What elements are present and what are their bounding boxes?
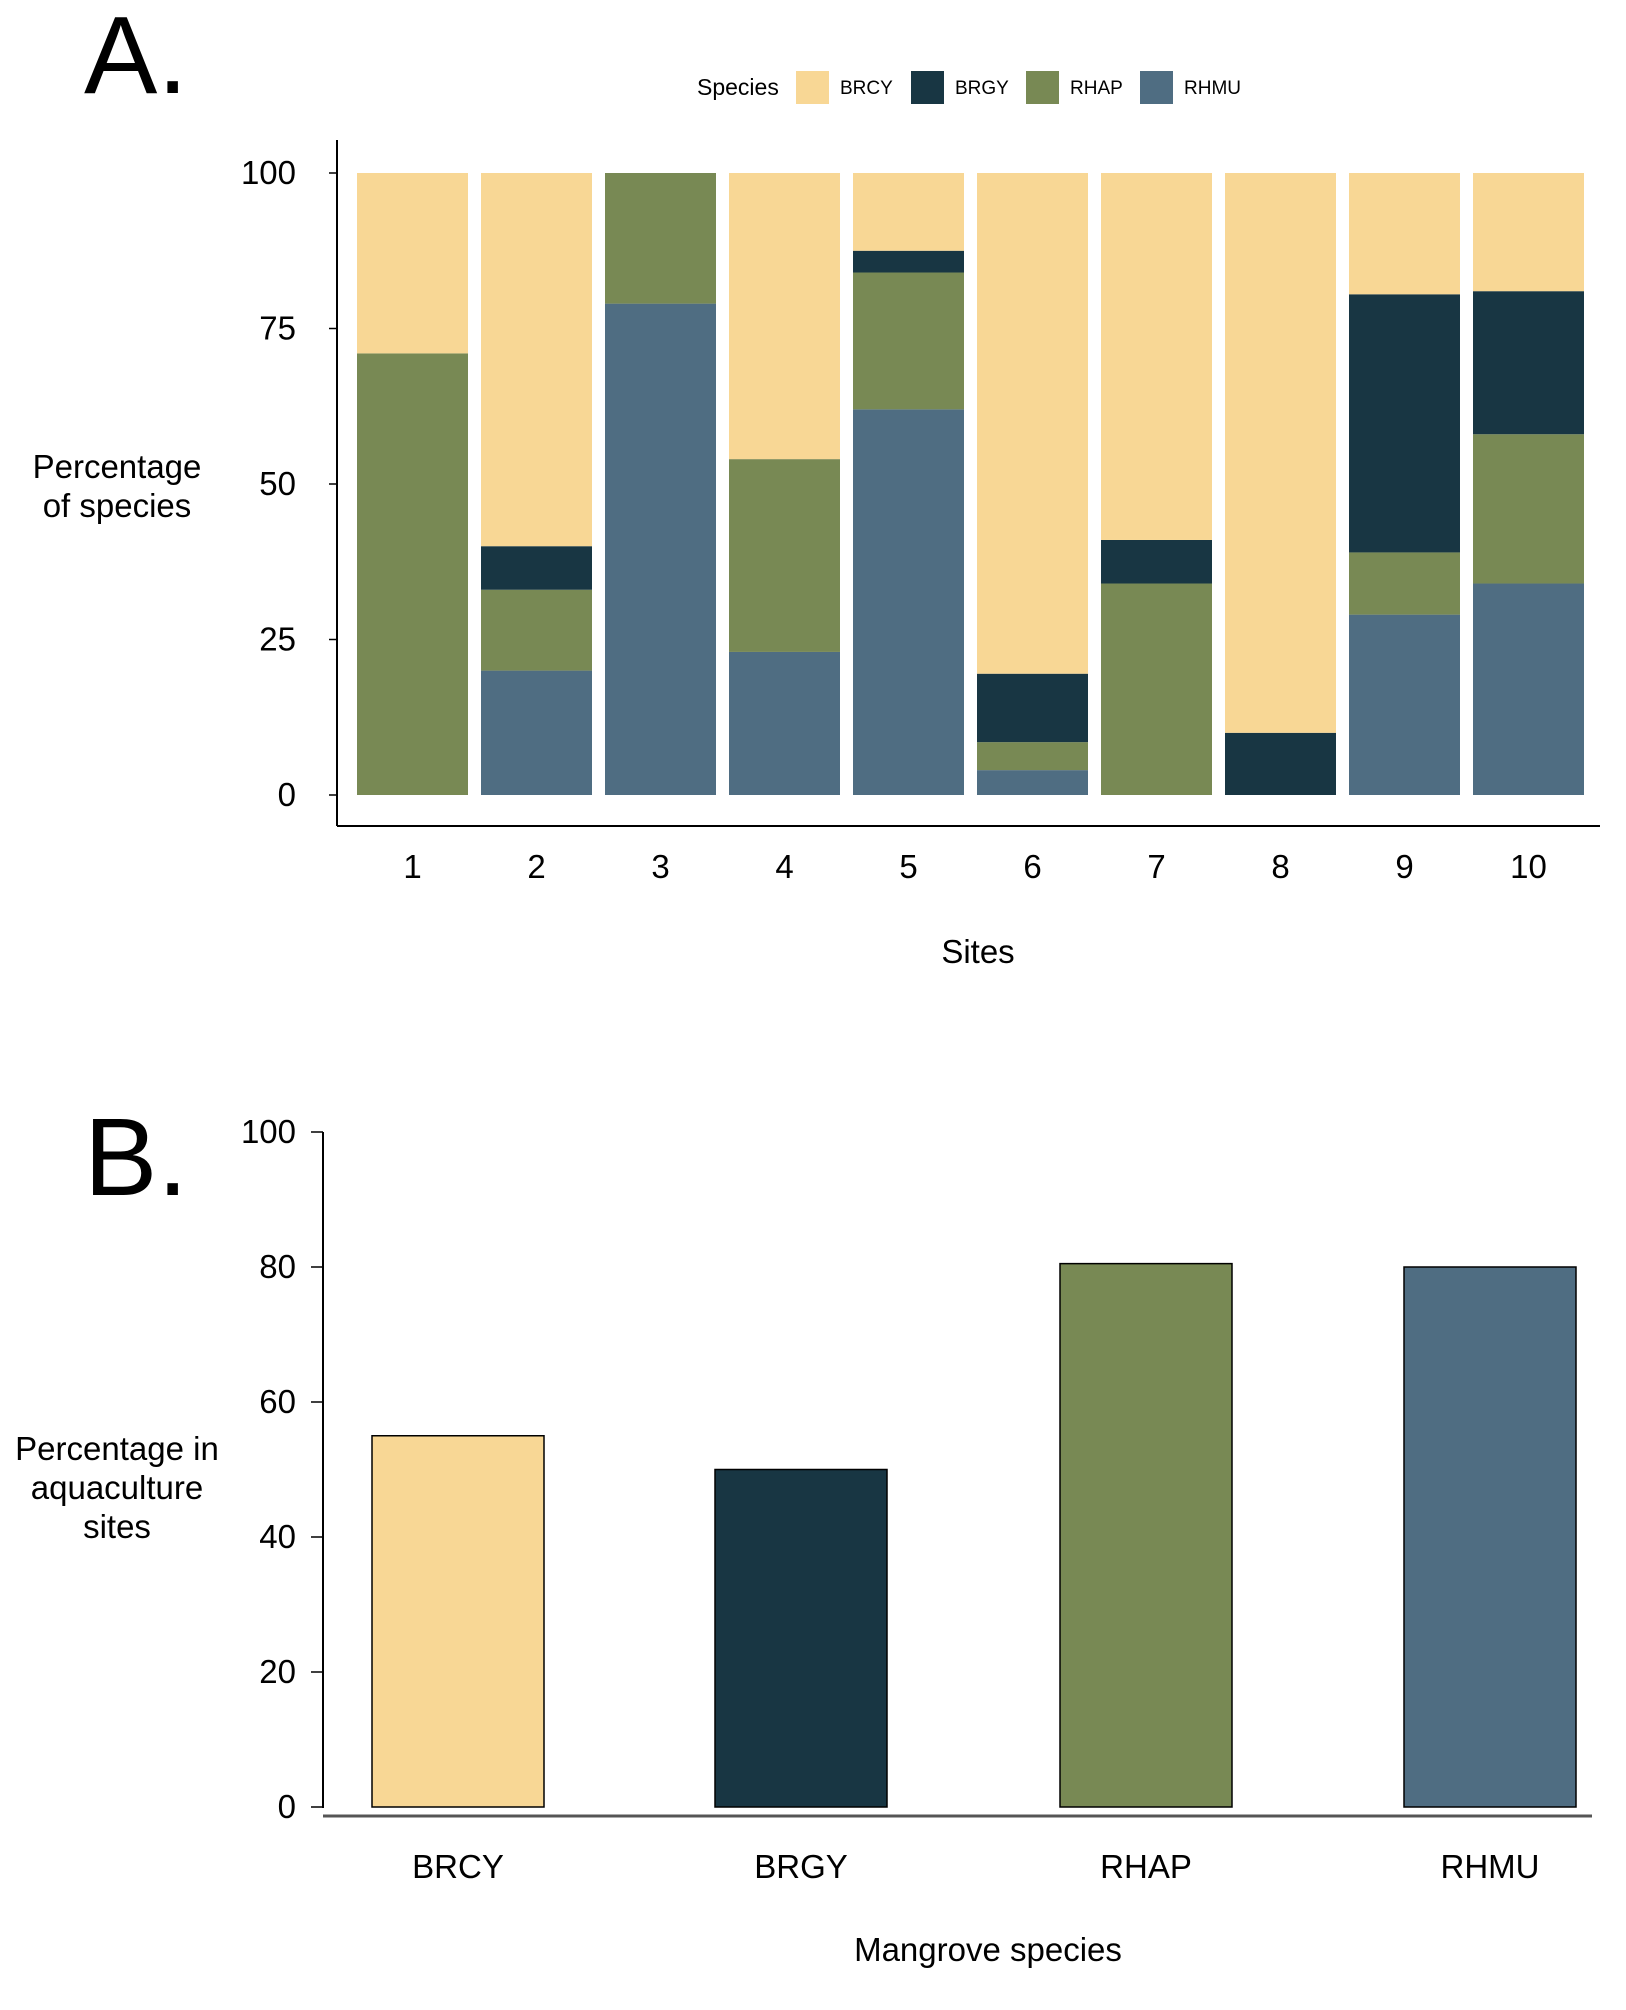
y-tick-label: 40 (259, 1518, 296, 1555)
y-tick-label: 20 (259, 1653, 296, 1690)
bar-site-10-brcy (1473, 173, 1584, 292)
legend-swatch-brgy (911, 71, 944, 104)
legend-label-rhmu: RHMU (1184, 78, 1241, 99)
panel-a-label: A. (84, 0, 188, 117)
bar-site-2-brcy (481, 173, 592, 547)
x-tick-label: 1 (403, 848, 421, 885)
bar-site-5-brgy (853, 250, 964, 273)
bar-brgy (714, 1468, 888, 1808)
x-tick-label: 2 (527, 848, 545, 885)
bar-site-6-rhmu (977, 770, 1088, 795)
chart-b-bars (371, 1262, 1577, 1808)
bar-site-7-brgy (1101, 539, 1212, 584)
bar-site-10-brgy (1473, 291, 1584, 435)
bar-site-1-rhap (357, 353, 468, 795)
chart-b-y-axis-title-line-3: sites (83, 1508, 151, 1545)
x-tick-label: BRGY (754, 1848, 848, 1885)
bar-site-9-brgy (1349, 294, 1460, 553)
legend-label-brcy: BRCY (840, 78, 893, 99)
bar-site-1-brcy (357, 173, 468, 354)
x-tick-label: 3 (651, 848, 669, 885)
y-tick-label: 80 (259, 1248, 296, 1285)
bar-site-5-brcy (853, 173, 964, 251)
bar-site-9-rhmu (1349, 614, 1460, 795)
bar-site-6-rhap (977, 742, 1088, 771)
x-tick-label: 9 (1395, 848, 1413, 885)
chart-b-y-axis-title-line-1: Percentage in (15, 1430, 219, 1467)
chart-b-axes: BRCY BRGY RHAP RHMU 0 20 40 60 80 100 (241, 1113, 1592, 1885)
y-tick-label: 50 (259, 465, 296, 502)
legend-title: Species (697, 74, 779, 100)
legend-swatch-rhmu (1140, 71, 1173, 104)
chart-a-legend: Species BRCY BRGY RHAP RHMU (697, 71, 1241, 104)
legend-swatch-rhap (1026, 71, 1059, 104)
legend-swatch-brcy (796, 71, 829, 104)
x-tick-label: 7 (1147, 848, 1165, 885)
bar-site-2-brgy (481, 546, 592, 590)
chart-panel-a: A. Species BRCY BRGY RHAP RHMU 1 2 3 4 5 6 7 8 9 1002… (33, 0, 1600, 970)
chart-a-bars (357, 173, 1584, 795)
x-tick-label: 5 (899, 848, 917, 885)
bar-site-8-brgy (1225, 732, 1336, 795)
bar-site-2-rhap (481, 589, 592, 671)
legend-label-brgy: BRGY (955, 78, 1009, 99)
y-tick-label: 75 (259, 310, 296, 347)
chart-a-y-axis-title-line-2: of species (43, 487, 192, 524)
y-tick-label: 100 (241, 1113, 296, 1150)
chart-panel-b: B. BRCY BRGY RHAP RHMU 0 20 40 60 80 100 Mangrove… (15, 1096, 1592, 1968)
bar-site-4-rhmu (729, 651, 840, 795)
bar-site-3-rhap (605, 173, 716, 304)
chart-b-y-axis-title-line-2: aquaculture (31, 1469, 203, 1506)
x-tick-label: RHMU (1441, 1848, 1540, 1885)
x-tick-label: 4 (775, 848, 793, 885)
bar-site-5-rhmu (853, 409, 964, 795)
bar-site-3-rhmu (605, 303, 716, 795)
bar-site-8-brcy (1225, 173, 1336, 733)
y-tick-label: 25 (259, 621, 296, 658)
x-tick-label: BRCY (412, 1848, 504, 1885)
chart-a-y-axis-title-line-1: Percentage (33, 448, 202, 485)
x-tick-label: RHAP (1100, 1848, 1192, 1885)
x-tick-label: 8 (1271, 848, 1289, 885)
bar-site-7-brcy (1101, 173, 1212, 540)
bar-rhap (1059, 1262, 1233, 1808)
x-tick-label: 10 (1510, 848, 1547, 885)
bar-site-4-brcy (729, 173, 840, 460)
y-tick-label: 0 (278, 1788, 296, 1825)
bar-site-10-rhmu (1473, 583, 1584, 795)
bar-site-9-rhap (1349, 552, 1460, 615)
bar-site-10-rhap (1473, 434, 1584, 584)
bar-site-7-rhap (1101, 583, 1212, 795)
bar-site-4-rhap (729, 459, 840, 652)
bar-site-2-rhmu (481, 670, 592, 795)
bar-site-9-brcy (1349, 173, 1460, 295)
bar-brcy (371, 1435, 545, 1808)
y-tick-label: 100 (241, 154, 296, 191)
x-tick-label: 6 (1023, 848, 1041, 885)
bar-site-6-brcy (977, 173, 1088, 674)
y-tick-label: 60 (259, 1383, 296, 1420)
chart-b-x-axis-title: Mangrove species (854, 1931, 1122, 1968)
legend-label-rhap: RHAP (1070, 78, 1123, 99)
bar-site-5-rhap (853, 272, 964, 410)
bar-site-6-brgy (977, 673, 1088, 743)
bar-rhmu (1403, 1266, 1577, 1808)
chart-a-x-axis-title: Sites (941, 933, 1014, 970)
panel-b-label: B. (84, 1096, 188, 1219)
y-tick-label: 0 (278, 776, 296, 813)
